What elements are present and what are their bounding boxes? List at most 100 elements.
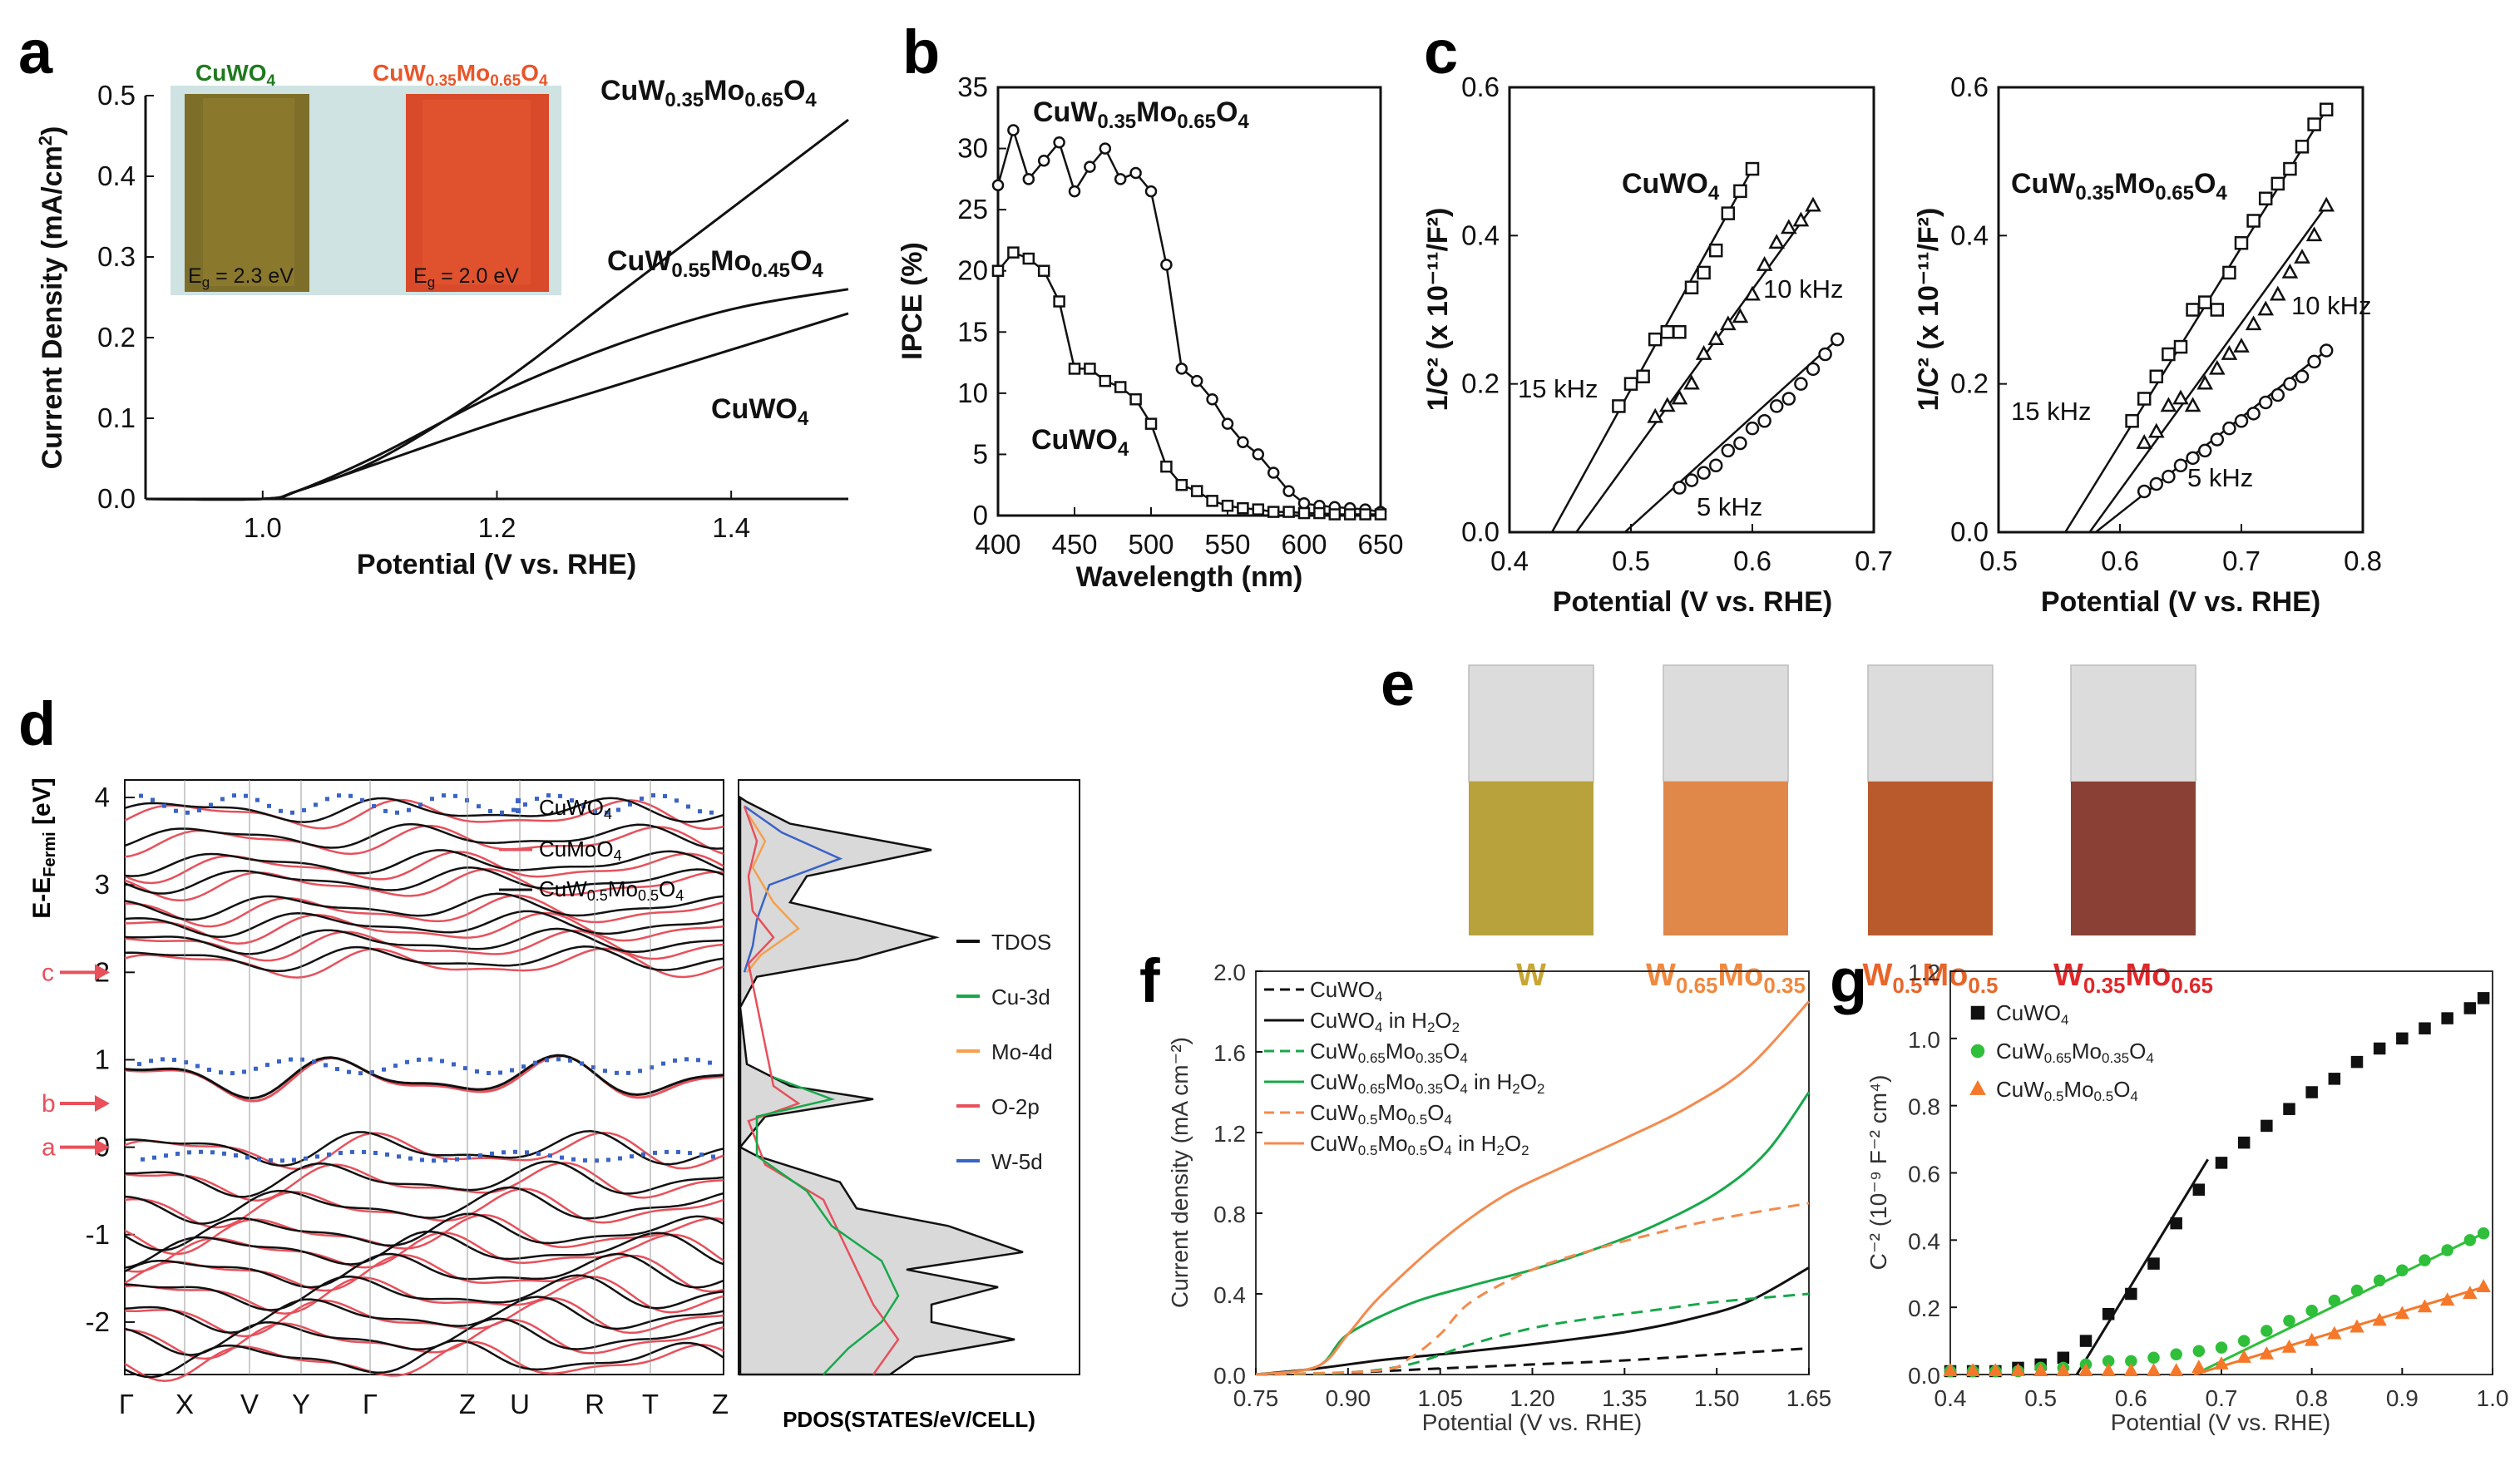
- panel-c-point: [2137, 392, 2152, 406]
- panel-d-cuwo4-dot: [463, 1066, 467, 1071]
- panel-d-pdos-legend-label: TDOS: [991, 930, 1051, 955]
- panel-d-cuwo4-dot: [595, 1158, 599, 1163]
- panel-f-legend-label: CuW0.5Mo0.5O4 in H2O2: [1310, 1131, 1529, 1158]
- panel-d-band: [124, 892, 724, 921]
- panel-f-legend-label: CuWO4 in H2O2: [1310, 1008, 1460, 1035]
- panel-c-left-sample: CuWO4: [1622, 168, 1720, 205]
- y-tick-label: 1.0: [1908, 1027, 1940, 1053]
- panel-g-point: [2283, 1315, 2295, 1327]
- panel-b-point: [1206, 392, 1218, 406]
- panel-letter-f: f: [1139, 946, 1160, 1015]
- panel-d-cuwo4-dot: [674, 798, 679, 803]
- panel-g-point: [2373, 1274, 2386, 1287]
- panel-d-cuwo4-dot: [277, 1059, 281, 1064]
- inset-eg-cuwmo: Eg = 2.0 eV: [413, 264, 519, 290]
- panel-g-point: [2261, 1325, 2273, 1337]
- panel-b-chart: 0 5 10 15 20 25 30 35 400 450 500 550 600 650 IPCE (…: [897, 72, 1404, 593]
- panel-e-label-3: W0.35Mo0.65: [2053, 958, 2213, 998]
- panel-c-point: [1647, 407, 1664, 423]
- panel-d-cuwo4-dot: [688, 1151, 692, 1156]
- panel-g-point: [2170, 1217, 2182, 1230]
- panel-d-kpoint-label: T: [642, 1389, 659, 1419]
- panel-c-point: [2307, 354, 2321, 369]
- panel-d-band: [125, 1160, 724, 1198]
- panel-a-label-cuw055: CuW0.55Mo0.45O4: [607, 245, 823, 282]
- panel-d-band: [124, 1054, 724, 1100]
- panel-d-cuwo4-dot: [605, 810, 609, 815]
- panel-letter-e: e: [1381, 649, 1415, 718]
- panel-d-cuwo4-dot: [626, 1070, 630, 1075]
- panel-b-point: [1374, 508, 1387, 521]
- panel-d-band: [124, 1186, 724, 1225]
- panel-g-point: [2259, 1345, 2275, 1360]
- panel-d-cuwo4-dot: [362, 1149, 366, 1154]
- panel-d-cuwo4-dot: [498, 1070, 502, 1075]
- panel-d-cuwo4-dot: [289, 1057, 293, 1062]
- x-tick-label: 1.05: [1417, 1385, 1463, 1411]
- panel-d-band-legend: CuWO4 CuMoO4 CuW0.5Mo0.5O4: [499, 795, 684, 904]
- panel-d-kpoint-label: Z: [459, 1389, 476, 1419]
- panel-b-point: [1221, 499, 1234, 512]
- panel-d-band: [124, 851, 724, 885]
- panel-g-point: [2237, 1136, 2251, 1149]
- panel-d-cuwo4-dot: [187, 1150, 191, 1155]
- panel-d-cuwo4-dot: [151, 797, 155, 802]
- panel-d-cuwo4-dot: [580, 1061, 584, 1066]
- panel-d-cuwo4-dot: [324, 1063, 328, 1068]
- panel-d-band: [124, 822, 724, 850]
- panel-d-kpoint-label: R: [585, 1389, 605, 1419]
- panel-d-cuwo4-dot: [545, 1058, 549, 1063]
- panel-d-cuwo4-dot: [560, 1155, 564, 1160]
- inset-label-cuwmo: CuW0.35Mo0.65O4: [373, 60, 548, 90]
- panel-d-cuwo4-dot: [455, 1157, 459, 1162]
- panel-d-cuwo4-dot: [418, 802, 422, 807]
- panel-b-point: [1313, 506, 1326, 520]
- panel-e-film-1: [1663, 782, 1788, 935]
- panel-d-marker-letter: c: [42, 959, 54, 986]
- panel-e-glass-0: [1468, 664, 1594, 782]
- panel-d-band: [125, 894, 724, 928]
- x-tick-label: 0.6: [2115, 1385, 2147, 1411]
- panel-c-point: [1733, 184, 1747, 199]
- panel-g-point: [2305, 1304, 2318, 1317]
- x-tick-label: 1.0: [2477, 1385, 2509, 1411]
- panel-d-band: [124, 1213, 724, 1256]
- panel-c-point: [2160, 397, 2177, 412]
- panel-d-cuwo4-dot: [603, 1069, 607, 1074]
- panel-c-point: [2257, 300, 2275, 316]
- panel-d-cuwo4-dot: [684, 1057, 689, 1062]
- panel-g-point: [2079, 1335, 2093, 1347]
- panel-d-cuwo4-dot: [199, 1149, 203, 1154]
- panel-d-cuwo4-dot: [337, 793, 341, 798]
- panel-d-cuwo4-dot: [708, 1060, 712, 1065]
- panel-c-point: [1780, 219, 1797, 234]
- panel-f-legend-label: CuWO4: [1310, 977, 1382, 1004]
- panel-c-right-frame: [1997, 86, 2364, 534]
- panel-d-cuwo4-dot: [222, 1151, 226, 1156]
- panel-c-point: [2318, 196, 2335, 212]
- panel-c-point: [2125, 414, 2139, 428]
- panel-c-point: [1623, 377, 1638, 391]
- panel-c-point: [1792, 211, 1810, 227]
- panel-d-cuwo4-dot: [420, 1157, 424, 1162]
- panel-e-glass-1: [1663, 664, 1789, 782]
- panel-c-point: [1673, 325, 1687, 339]
- panel-g-point: [2215, 1341, 2228, 1354]
- panel-letter-a: a: [18, 17, 53, 86]
- panel-b-point: [1129, 166, 1142, 180]
- panel-c-point: [1708, 458, 1723, 472]
- panel-g-point: [2441, 1244, 2453, 1256]
- panel-b-line-1: [997, 251, 1381, 516]
- panel-c-point: [2319, 102, 2334, 116]
- y-tick-label: 0.0: [1213, 1363, 1246, 1389]
- panel-g-point: [2477, 1227, 2490, 1240]
- panel-d-pdos-frame: [738, 779, 1080, 1375]
- x-tick-label: 500: [1128, 529, 1174, 560]
- panel-d-cuwo4-dot: [581, 804, 586, 809]
- panel-d-cuwo4-dot: [232, 793, 236, 798]
- panel-f-series-2: [1255, 1292, 1810, 1376]
- panel-e-film-2: [1868, 782, 1993, 935]
- panel-c-point: [2196, 374, 2214, 390]
- panel-d-cuwo4-dot: [467, 1155, 471, 1160]
